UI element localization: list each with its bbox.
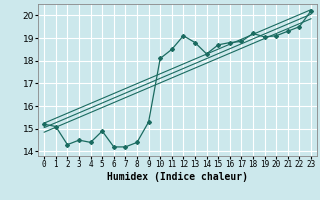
X-axis label: Humidex (Indice chaleur): Humidex (Indice chaleur) — [107, 172, 248, 182]
